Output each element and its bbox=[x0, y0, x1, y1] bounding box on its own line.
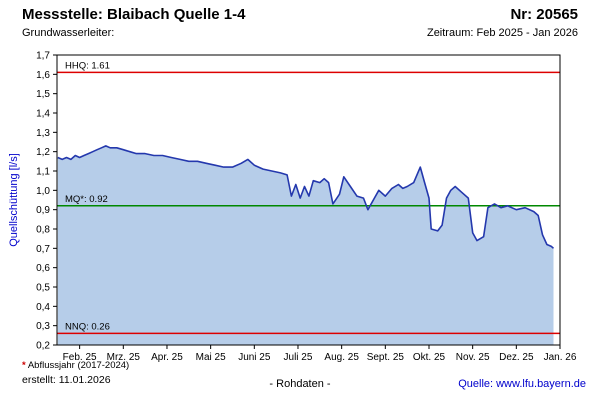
x-tick-label: Nov. 25 bbox=[456, 352, 490, 363]
y-tick-label: 0,5 bbox=[36, 283, 50, 294]
x-tick-label: Juni 25 bbox=[238, 352, 271, 363]
created-date: erstellt: 11.01.2026 bbox=[22, 374, 111, 386]
y-tick-label: 0,2 bbox=[36, 341, 50, 352]
x-tick-label: Dez. 25 bbox=[499, 352, 534, 363]
y-tick-label: 1,7 bbox=[36, 51, 50, 62]
x-tick-label: Okt. 25 bbox=[413, 352, 446, 363]
y-tick-label: 1,0 bbox=[36, 186, 50, 197]
y-tick-label: 1,1 bbox=[36, 167, 50, 178]
x-tick-label: Mrz. 25 bbox=[107, 352, 141, 363]
y-tick-label: 0,3 bbox=[36, 321, 50, 332]
y-tick-label: 1,4 bbox=[36, 109, 50, 120]
y-tick-label: 1,6 bbox=[36, 70, 50, 81]
y-tick-label: 0,4 bbox=[36, 302, 50, 313]
y-tick-label: 0,6 bbox=[36, 263, 50, 274]
y-tick-label: 0,9 bbox=[36, 205, 50, 216]
footnote-text: Abflussjahr (2017-2024) bbox=[27, 360, 130, 371]
footnote-star: * bbox=[22, 360, 26, 371]
refline-label-mq: MQ*: 0.92 bbox=[65, 194, 108, 205]
plot-frame bbox=[56, 54, 561, 346]
refline-label-nnq: NNQ: 0.26 bbox=[65, 321, 110, 332]
x-tick-label: Apr. 25 bbox=[151, 352, 183, 363]
y-tick-label: 1,3 bbox=[36, 128, 50, 139]
y-tick-label: 1,2 bbox=[36, 147, 50, 158]
series-area bbox=[57, 145, 554, 345]
refline-label-hhq: HHQ: 1.61 bbox=[65, 60, 110, 71]
y-tick-label: 0,8 bbox=[36, 225, 50, 236]
x-tick-label: Mai 25 bbox=[196, 352, 226, 363]
station-number: Nr: 20565 bbox=[510, 6, 578, 23]
x-tick-label: Jan. 26 bbox=[544, 352, 577, 363]
discharge-chart-svg: HHQ: 1.61 MQ*: 0.92 NNQ: 0.26 0,2 0,3 0,4 0,5 0… bbox=[36, 51, 577, 364]
x-tick-label: Juli 25 bbox=[284, 352, 313, 363]
series-line bbox=[57, 145, 555, 249]
aquifer-label: Grundwasserleiter: bbox=[22, 27, 115, 39]
x-tick-label: Feb. 25 bbox=[63, 352, 97, 363]
x-tick-label: Aug. 25 bbox=[324, 352, 359, 363]
page-title: Messstelle: Blaibach Quelle 1-4 bbox=[22, 6, 246, 23]
x-tick-label: Sept. 25 bbox=[367, 352, 405, 363]
data-type-label: - Rohdaten - bbox=[269, 378, 331, 390]
period-label: Zeitraum: Feb 2025 - Jan 2026 bbox=[426, 27, 578, 39]
y-tick-label: 1,5 bbox=[36, 89, 50, 100]
footnote: * Abflussjahr (2017-2024) bbox=[22, 360, 129, 371]
source-link[interactable]: Quelle: www.lfu.bayern.de bbox=[458, 378, 586, 390]
y-tick-label: 0,7 bbox=[36, 244, 50, 255]
